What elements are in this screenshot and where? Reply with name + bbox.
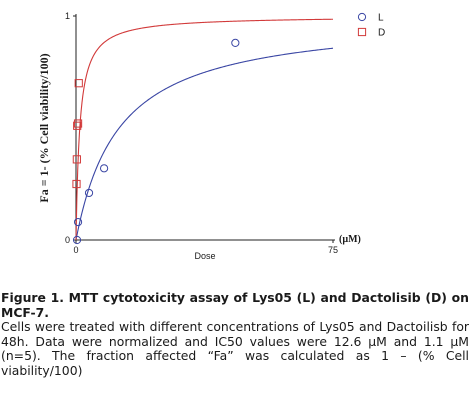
y-tick-label: 1 <box>65 11 70 21</box>
point-L <box>84 188 94 198</box>
point-D <box>72 179 81 189</box>
point-L <box>231 38 240 47</box>
legend-marker-L <box>357 12 367 22</box>
legend-label-D: D <box>378 28 385 39</box>
x-axis-label: Dose <box>194 251 215 261</box>
legend: LD <box>357 12 385 39</box>
y-tick-label: 0 <box>65 235 70 245</box>
fit-curve-D <box>75 18 334 241</box>
point-D <box>73 119 83 128</box>
point-L <box>72 235 82 245</box>
legend-marker-D <box>357 27 367 37</box>
legend-label-L: L <box>378 13 384 24</box>
figure-caption: Figure 1. MTT cytotoxicity assay of Lys0… <box>1 290 469 379</box>
point-D <box>72 155 81 164</box>
point-D <box>74 79 83 88</box>
y-axis-label: Fa = 1- (% Cell viability/100) <box>37 53 51 202</box>
point-L <box>99 164 109 173</box>
point-L <box>73 217 83 227</box>
mtt-chart: 010 75 LD Fa = 1- (% Cell viability/100) … <box>37 11 385 261</box>
caption-body: Cells were treated with different concen… <box>1 319 469 378</box>
point-D <box>73 121 82 130</box>
fit-curves <box>75 18 334 241</box>
fit-curve-L <box>75 47 334 241</box>
caption-title: Figure 1. MTT cytotoxicity assay of Lys0… <box>1 290 469 320</box>
x-axis-unit: (µM) <box>339 234 361 245</box>
data-points <box>72 38 240 245</box>
x-tick-label: 0 <box>73 245 78 255</box>
x-tick-label: 75 <box>328 245 338 255</box>
chart-axes: 0 1 0 75 <box>65 11 338 255</box>
